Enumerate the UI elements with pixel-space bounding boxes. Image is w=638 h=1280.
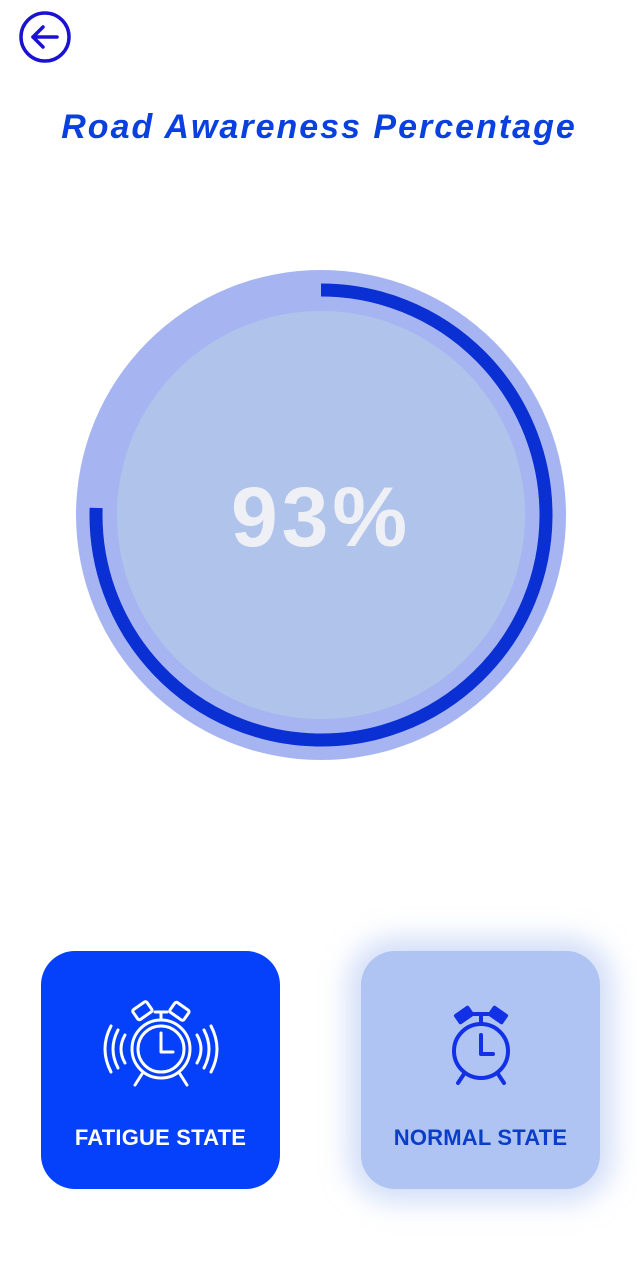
back-button[interactable]: [17, 9, 73, 65]
alarm-clock-ringing-icon: [103, 1000, 218, 1087]
gauge-value: 93%: [230, 469, 412, 564]
gauge-ring: [76, 270, 566, 760]
awareness-gauge: 93%: [76, 270, 566, 760]
gauge-inner-disc: [117, 311, 525, 719]
fatigue-state-label: FATIGUE STATE: [74, 1125, 247, 1150]
card-icon-wrap: [41, 999, 280, 1099]
gauge-progress-arc: [89, 283, 553, 747]
page-title: Road Awareness Percentage: [61, 108, 577, 146]
normal-state-label: NORMAL STATE: [393, 1125, 568, 1150]
alarm-clock-icon: [451, 1005, 510, 1085]
arrow-left-circle-icon: [19, 11, 71, 63]
fatigue-state-button[interactable]: FATIGUE STATE: [41, 951, 280, 1189]
card-icon-wrap: [361, 999, 600, 1099]
normal-state-button[interactable]: NORMAL STATE: [361, 951, 600, 1189]
